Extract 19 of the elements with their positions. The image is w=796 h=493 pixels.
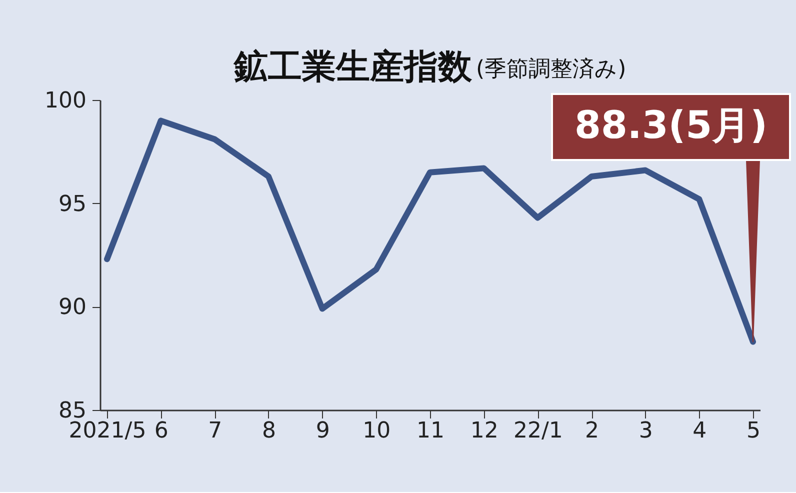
- x-tick-label: 10: [362, 418, 391, 444]
- x-tick-label: 9: [316, 418, 330, 444]
- annotation: 88.3(5月): [574, 103, 768, 147]
- x-tick-label: 4: [692, 418, 707, 444]
- y-tick-label: 100: [44, 88, 86, 114]
- x-tick-label: 12: [470, 418, 498, 444]
- x-tick-label: 2: [585, 418, 599, 444]
- chart-title: 鉱工業生産指数: [233, 47, 473, 87]
- x-tick-label: 8: [262, 418, 276, 444]
- x-tick-label: 22/1: [513, 418, 563, 444]
- y-tick-label: 90: [58, 295, 86, 320]
- x-tick-label: 7: [208, 418, 222, 444]
- x-tick-label: 11: [416, 418, 444, 444]
- y-tick-label: 95: [58, 192, 86, 217]
- chart-subtitle: (季節調整済み): [476, 57, 626, 82]
- x-tick-label: 3: [638, 418, 653, 444]
- x-tick-label: 5: [746, 418, 760, 444]
- x-tick-label: 2021/5: [68, 418, 146, 444]
- x-tick-label: 6: [154, 418, 168, 444]
